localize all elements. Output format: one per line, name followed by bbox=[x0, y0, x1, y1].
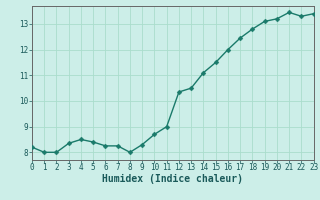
X-axis label: Humidex (Indice chaleur): Humidex (Indice chaleur) bbox=[102, 174, 243, 184]
